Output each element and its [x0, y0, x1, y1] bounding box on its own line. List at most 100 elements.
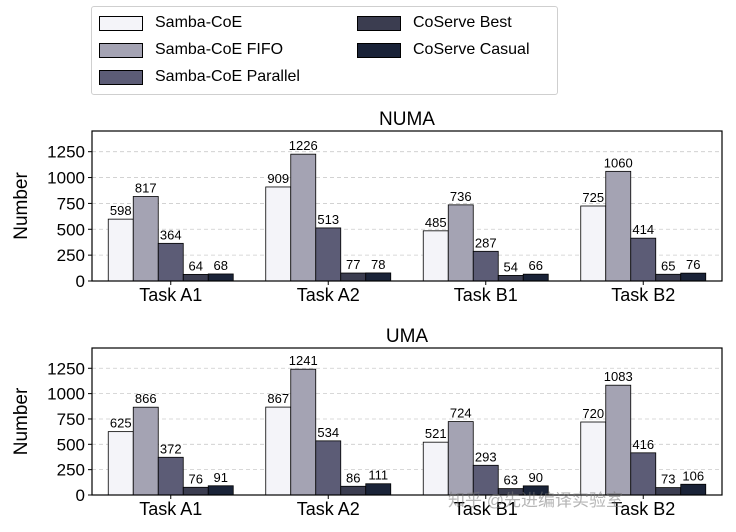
legend-label-samba-coe-fifo: Samba-CoE FIFO [155, 41, 284, 58]
numa-y-tick-label: 1250 [47, 143, 85, 162]
numa-data-label-task-a1-coserve-casual: 68 [214, 258, 228, 273]
uma-bar-task-b1-samba-coe-fifo [447, 421, 474, 496]
legend-item-samba-coe-parallel: Samba-CoE Parallel [99, 66, 300, 88]
numa-data-label-task-b1-samba-coe-parallel: 287 [475, 235, 497, 250]
legend: Samba-CoE Samba-CoE FIFO Samba-CoE Paral… [91, 6, 558, 95]
uma-data-label-task-a2-coserve-casual: 111 [368, 468, 388, 483]
uma-data-label-task-b1-samba-coe-fifo: 724 [450, 406, 472, 421]
uma-bar-task-a1-coserve-best [182, 486, 209, 496]
numa-y-tick-label: 1000 [47, 169, 85, 188]
numa-bar-task-b1-coserve-casual [522, 273, 549, 282]
numa-data-label-task-a2-samba-coe-fifo: 1226 [289, 138, 318, 153]
numa-data-label-task-b1-samba-coe-fifo: 736 [450, 189, 472, 204]
uma-bar-task-b2-coserve-best [655, 487, 682, 496]
numa-y-axis-label: Number [11, 172, 32, 240]
numa-bar-task-a2-coserve-best [340, 272, 367, 282]
uma-bar-task-a1-samba-coe [107, 431, 134, 496]
uma-bar-task-a1-samba-coe-parallel [157, 456, 184, 496]
numa-x-tick-label-task-b1: Task B1 [454, 285, 518, 305]
uma-bar-task-a2-coserve-best [340, 485, 367, 496]
uma-data-label-task-b2-samba-coe: 720 [582, 406, 604, 421]
uma-axes-frame [91, 347, 723, 496]
legend-swatch-samba-coe-parallel [99, 69, 143, 85]
uma-data-label-task-a2-samba-coe: 867 [267, 391, 289, 406]
uma-data-label-task-b2-coserve-casual: 106 [682, 468, 704, 483]
numa-bar-task-b2-samba-coe-fifo [605, 170, 632, 282]
uma-x-tick-label-task-a2: Task A2 [297, 499, 360, 519]
uma-x-tick-label-task-a1: Task A1 [139, 499, 202, 519]
uma-bar-task-a2-samba-coe-parallel [315, 440, 342, 496]
numa-bar-task-b2-coserve-casual [680, 272, 707, 282]
uma-bar-task-b2-samba-coe-fifo [605, 384, 632, 496]
numa-data-label-task-b2-samba-coe: 725 [582, 190, 604, 205]
legend-item-samba-coe: Samba-CoE [99, 12, 242, 34]
numa-y-tick-label: 250 [57, 246, 85, 265]
uma-data-label-task-a1-samba-coe-parallel: 372 [160, 441, 182, 456]
legend-label-coserve-casual: CoServe Casual [413, 41, 530, 58]
uma-data-label-task-a2-samba-coe-fifo: 1241 [289, 353, 318, 368]
numa-bar-task-a2-samba-coe-fifo [290, 153, 317, 282]
legend-swatch-coserve-best [357, 15, 401, 31]
numa-bar-task-b1-samba-coe [422, 230, 449, 282]
numa-bar-task-a1-coserve-casual [207, 273, 234, 282]
uma-data-label-task-b2-samba-coe-fifo: 1083 [604, 369, 633, 384]
numa-bar-task-a1-samba-coe-fifo [132, 196, 159, 282]
numa-data-label-task-b2-coserve-best: 65 [661, 258, 675, 273]
numa-bar-task-b2-samba-coe-parallel [630, 237, 657, 282]
numa-bar-task-b1-samba-coe-fifo [447, 204, 474, 282]
uma-bar-task-a2-coserve-casual [365, 483, 392, 496]
legend-label-samba-coe: Samba-CoE [155, 14, 243, 31]
uma-data-label-task-b1-coserve-casual: 90 [529, 470, 543, 485]
numa-bar-task-a2-samba-coe-parallel [315, 227, 342, 282]
numa-bar-task-a1-samba-coe-parallel [157, 242, 184, 282]
uma-data-label-task-a1-samba-coe: 625 [110, 416, 132, 431]
uma-data-label-task-a1-coserve-casual: 91 [214, 470, 228, 485]
numa-data-label-task-a2-coserve-best: 77 [346, 257, 360, 272]
numa-y-tick-label: 750 [57, 194, 85, 213]
numa-chart-title: NUMA [379, 109, 435, 130]
uma-data-label-task-b1-coserve-best: 63 [504, 473, 518, 488]
uma-y-tick-label: 0 [76, 486, 85, 505]
uma-bar-task-b1-samba-coe-parallel [472, 464, 499, 496]
numa-axes-frame [91, 130, 723, 282]
legend-label-coserve-best: CoServe Best [413, 14, 512, 31]
numa-data-label-task-b1-samba-coe: 485 [425, 215, 447, 230]
uma-y-axis-label: Number [11, 387, 32, 455]
numa-x-tick-label-task-a1: Task A1 [139, 285, 202, 305]
uma-data-label-task-b2-coserve-best: 73 [661, 472, 675, 487]
numa-data-label-task-b2-coserve-casual: 76 [686, 257, 700, 272]
numa-data-label-task-a1-coserve-best: 64 [189, 258, 203, 273]
numa-bar-task-b1-samba-coe-parallel [472, 250, 499, 282]
numa-data-label-task-b1-coserve-casual: 66 [529, 258, 543, 273]
numa-bar-task-a1-samba-coe [107, 218, 134, 282]
numa-x-tick-label-task-a2: Task A2 [297, 285, 360, 305]
uma-y-tick-label: 1250 [47, 359, 85, 378]
uma-data-label-task-b2-samba-coe-parallel: 416 [632, 437, 654, 452]
legend-item-coserve-casual: CoServe Casual [357, 39, 530, 61]
numa-data-label-task-b1-coserve-best: 54 [504, 259, 518, 274]
numa-y-tick-label: 0 [76, 272, 85, 291]
uma-bar-task-b2-samba-coe [580, 421, 607, 496]
numa-bar-task-b2-samba-coe [580, 205, 607, 282]
uma-x-tick-label-task-b1: Task B1 [454, 499, 518, 519]
numa-bar-task-a1-coserve-best [182, 273, 209, 282]
uma-x-tick-label-task-b2: Task B2 [611, 499, 675, 519]
uma-data-label-task-a1-coserve-best: 76 [189, 471, 203, 486]
watermark: 知乎 @先进编译实验室 [448, 491, 623, 510]
uma-bar-task-b2-coserve-casual [680, 483, 707, 496]
numa-bar-task-b2-coserve-best [655, 273, 682, 282]
uma-bar-task-a1-coserve-casual [207, 485, 234, 496]
legend-swatch-coserve-casual [357, 42, 401, 58]
uma-chart-title: UMA [386, 326, 429, 347]
uma-y-tick-label: 250 [57, 461, 85, 480]
legend-item-coserve-best: CoServe Best [357, 12, 512, 34]
numa-data-label-task-a2-samba-coe: 909 [267, 171, 289, 186]
uma-y-tick-label: 500 [57, 435, 85, 454]
numa-y-tick-label: 500 [57, 220, 85, 239]
legend-item-samba-coe-fifo: Samba-CoE FIFO [99, 39, 283, 61]
uma-data-label-task-a2-coserve-best: 86 [346, 470, 360, 485]
numa-x-tick-label-task-b2: Task B2 [611, 285, 675, 305]
numa-data-label-task-b2-samba-coe-parallel: 414 [632, 222, 654, 237]
uma-data-label-task-b1-samba-coe: 521 [425, 426, 447, 441]
